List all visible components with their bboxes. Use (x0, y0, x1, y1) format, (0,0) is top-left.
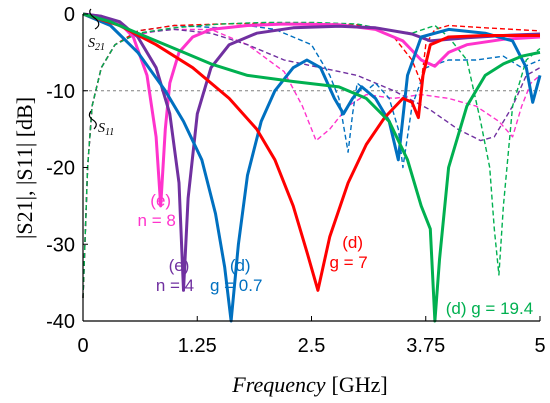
series-line-2 (82, 12, 541, 292)
x-axis-label: Frequency [GHz] (231, 372, 387, 397)
series-line-4 (82, 12, 540, 292)
s21-marker-icon (89, 8, 100, 30)
x-tick-label: 5 (534, 335, 545, 357)
x-tick-label: 1.25 (178, 335, 217, 357)
annotation-2-case: (e) (169, 256, 190, 275)
annotation-4-param: g = 7 (329, 253, 367, 272)
annotation-1-case: (e) (150, 191, 171, 210)
y-tick-label: -10 (46, 81, 75, 103)
y-tick-label: -40 (46, 311, 75, 333)
series-line-6 (82, 28, 541, 299)
s11-text: S11 (98, 121, 114, 138)
series-line-5 (82, 12, 541, 323)
series-layer (82, 12, 542, 323)
annotation-2-param: n = 4 (156, 276, 194, 295)
series-line-1 (82, 12, 541, 208)
y-tick-label: -30 (46, 234, 75, 256)
y-tick-label: 0 (64, 4, 75, 26)
annotation-3-case: (d) (230, 256, 251, 275)
s21-text: S21 (88, 36, 105, 53)
x-tick-label: 2.5 (298, 335, 326, 357)
y-tick-label: -20 (46, 158, 75, 180)
y-tick-layer: 0 -10 -20 -30 -40 (46, 4, 88, 333)
x-tick-label: 0 (77, 335, 88, 357)
annotation-1-param: n = 8 (138, 211, 176, 230)
annotation-layer: (e)n = 8(e)n = 4(d)g = 0.7(d)g = 7(d) g … (138, 191, 534, 318)
y-axis-label: |S21|, |S11| [dB] (12, 97, 37, 239)
series-line-9 (82, 22, 541, 299)
annotation-3-param: g = 0.7 (210, 276, 262, 295)
s21-label: S21 (88, 8, 105, 53)
s11-marker-icon (88, 110, 97, 130)
series-line-8 (82, 24, 541, 299)
x-tick-label: 3.75 (406, 335, 445, 357)
annotation-4-case: (d) (342, 233, 363, 252)
series-line-3 (82, 12, 542, 323)
s11-label: S11 (88, 110, 114, 138)
x-tick-layer: 0 1.25 2.5 3.75 5 (77, 316, 546, 357)
annotation-5-param: (d) g = 19.4 (446, 299, 533, 318)
